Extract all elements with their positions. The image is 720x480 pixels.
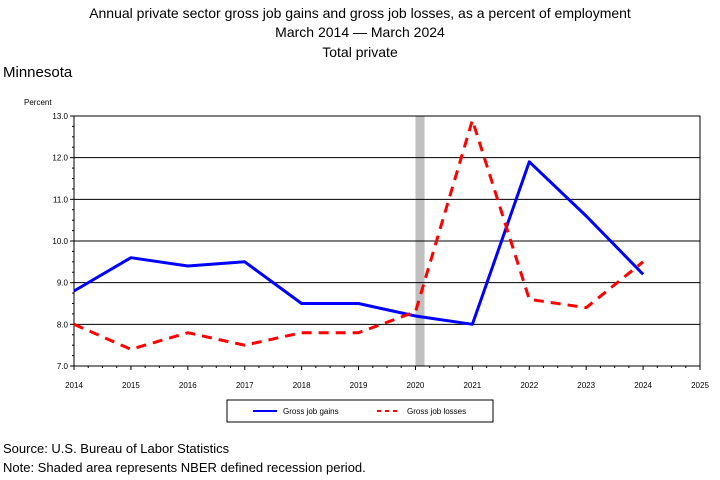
x-tick-label: 2023 bbox=[577, 381, 595, 390]
y-tick-label: 8.0 bbox=[57, 320, 69, 329]
y-tick-label: 9.0 bbox=[57, 279, 69, 288]
source-note: Source: U.S. Bureau of Labor Statistics bbox=[3, 441, 230, 456]
y-tick-label: 10.0 bbox=[52, 237, 68, 246]
y-tick-label: 7.0 bbox=[57, 362, 69, 371]
y-axis-unit-label: Percent bbox=[24, 98, 52, 107]
x-tick-label: 2015 bbox=[122, 381, 140, 390]
x-tick-label: 2025 bbox=[691, 381, 709, 390]
x-tick-label: 2020 bbox=[407, 381, 425, 390]
region-label: Minnesota bbox=[3, 64, 73, 81]
x-tick-label: 2016 bbox=[179, 381, 197, 390]
y-tick-label: 13.0 bbox=[52, 112, 68, 121]
chart-subtitle-series: Total private bbox=[322, 44, 398, 60]
series-line-gross-job-losses bbox=[73, 118, 645, 351]
gridlines bbox=[74, 157, 700, 325]
x-tick-label: 2014 bbox=[65, 381, 83, 390]
legend-label-gross-job-losses: Gross job losses bbox=[407, 407, 466, 416]
series-line-gross-job-gains bbox=[73, 160, 645, 326]
y-tick-label: 11.0 bbox=[53, 195, 69, 204]
x-tick-label: 2017 bbox=[236, 381, 254, 390]
x-tick-label: 2019 bbox=[350, 381, 368, 390]
chart-title: Annual private sector gross job gains an… bbox=[89, 5, 631, 21]
chart-subtitle-period: March 2014 — March 2024 bbox=[275, 24, 445, 40]
recession-note: Note: Shaded area represents NBER define… bbox=[3, 460, 366, 475]
series-lines bbox=[73, 118, 645, 351]
x-tick-label: 2021 bbox=[463, 381, 481, 390]
legend-label-gross-job-gains: Gross job gains bbox=[283, 407, 339, 416]
legend: Gross job gains Gross job losses bbox=[226, 399, 494, 423]
y-tick-label: 12.0 bbox=[52, 154, 68, 163]
legend-box bbox=[226, 399, 494, 423]
x-tick-label: 2024 bbox=[634, 381, 652, 390]
axis-ticks: 7.0 8.0 9.0 10.0 11.0 12.0 13.0 2014 2015 2016 201… bbox=[52, 112, 709, 390]
x-tick-label: 2022 bbox=[520, 381, 538, 390]
x-tick-label: 2018 bbox=[293, 381, 311, 390]
